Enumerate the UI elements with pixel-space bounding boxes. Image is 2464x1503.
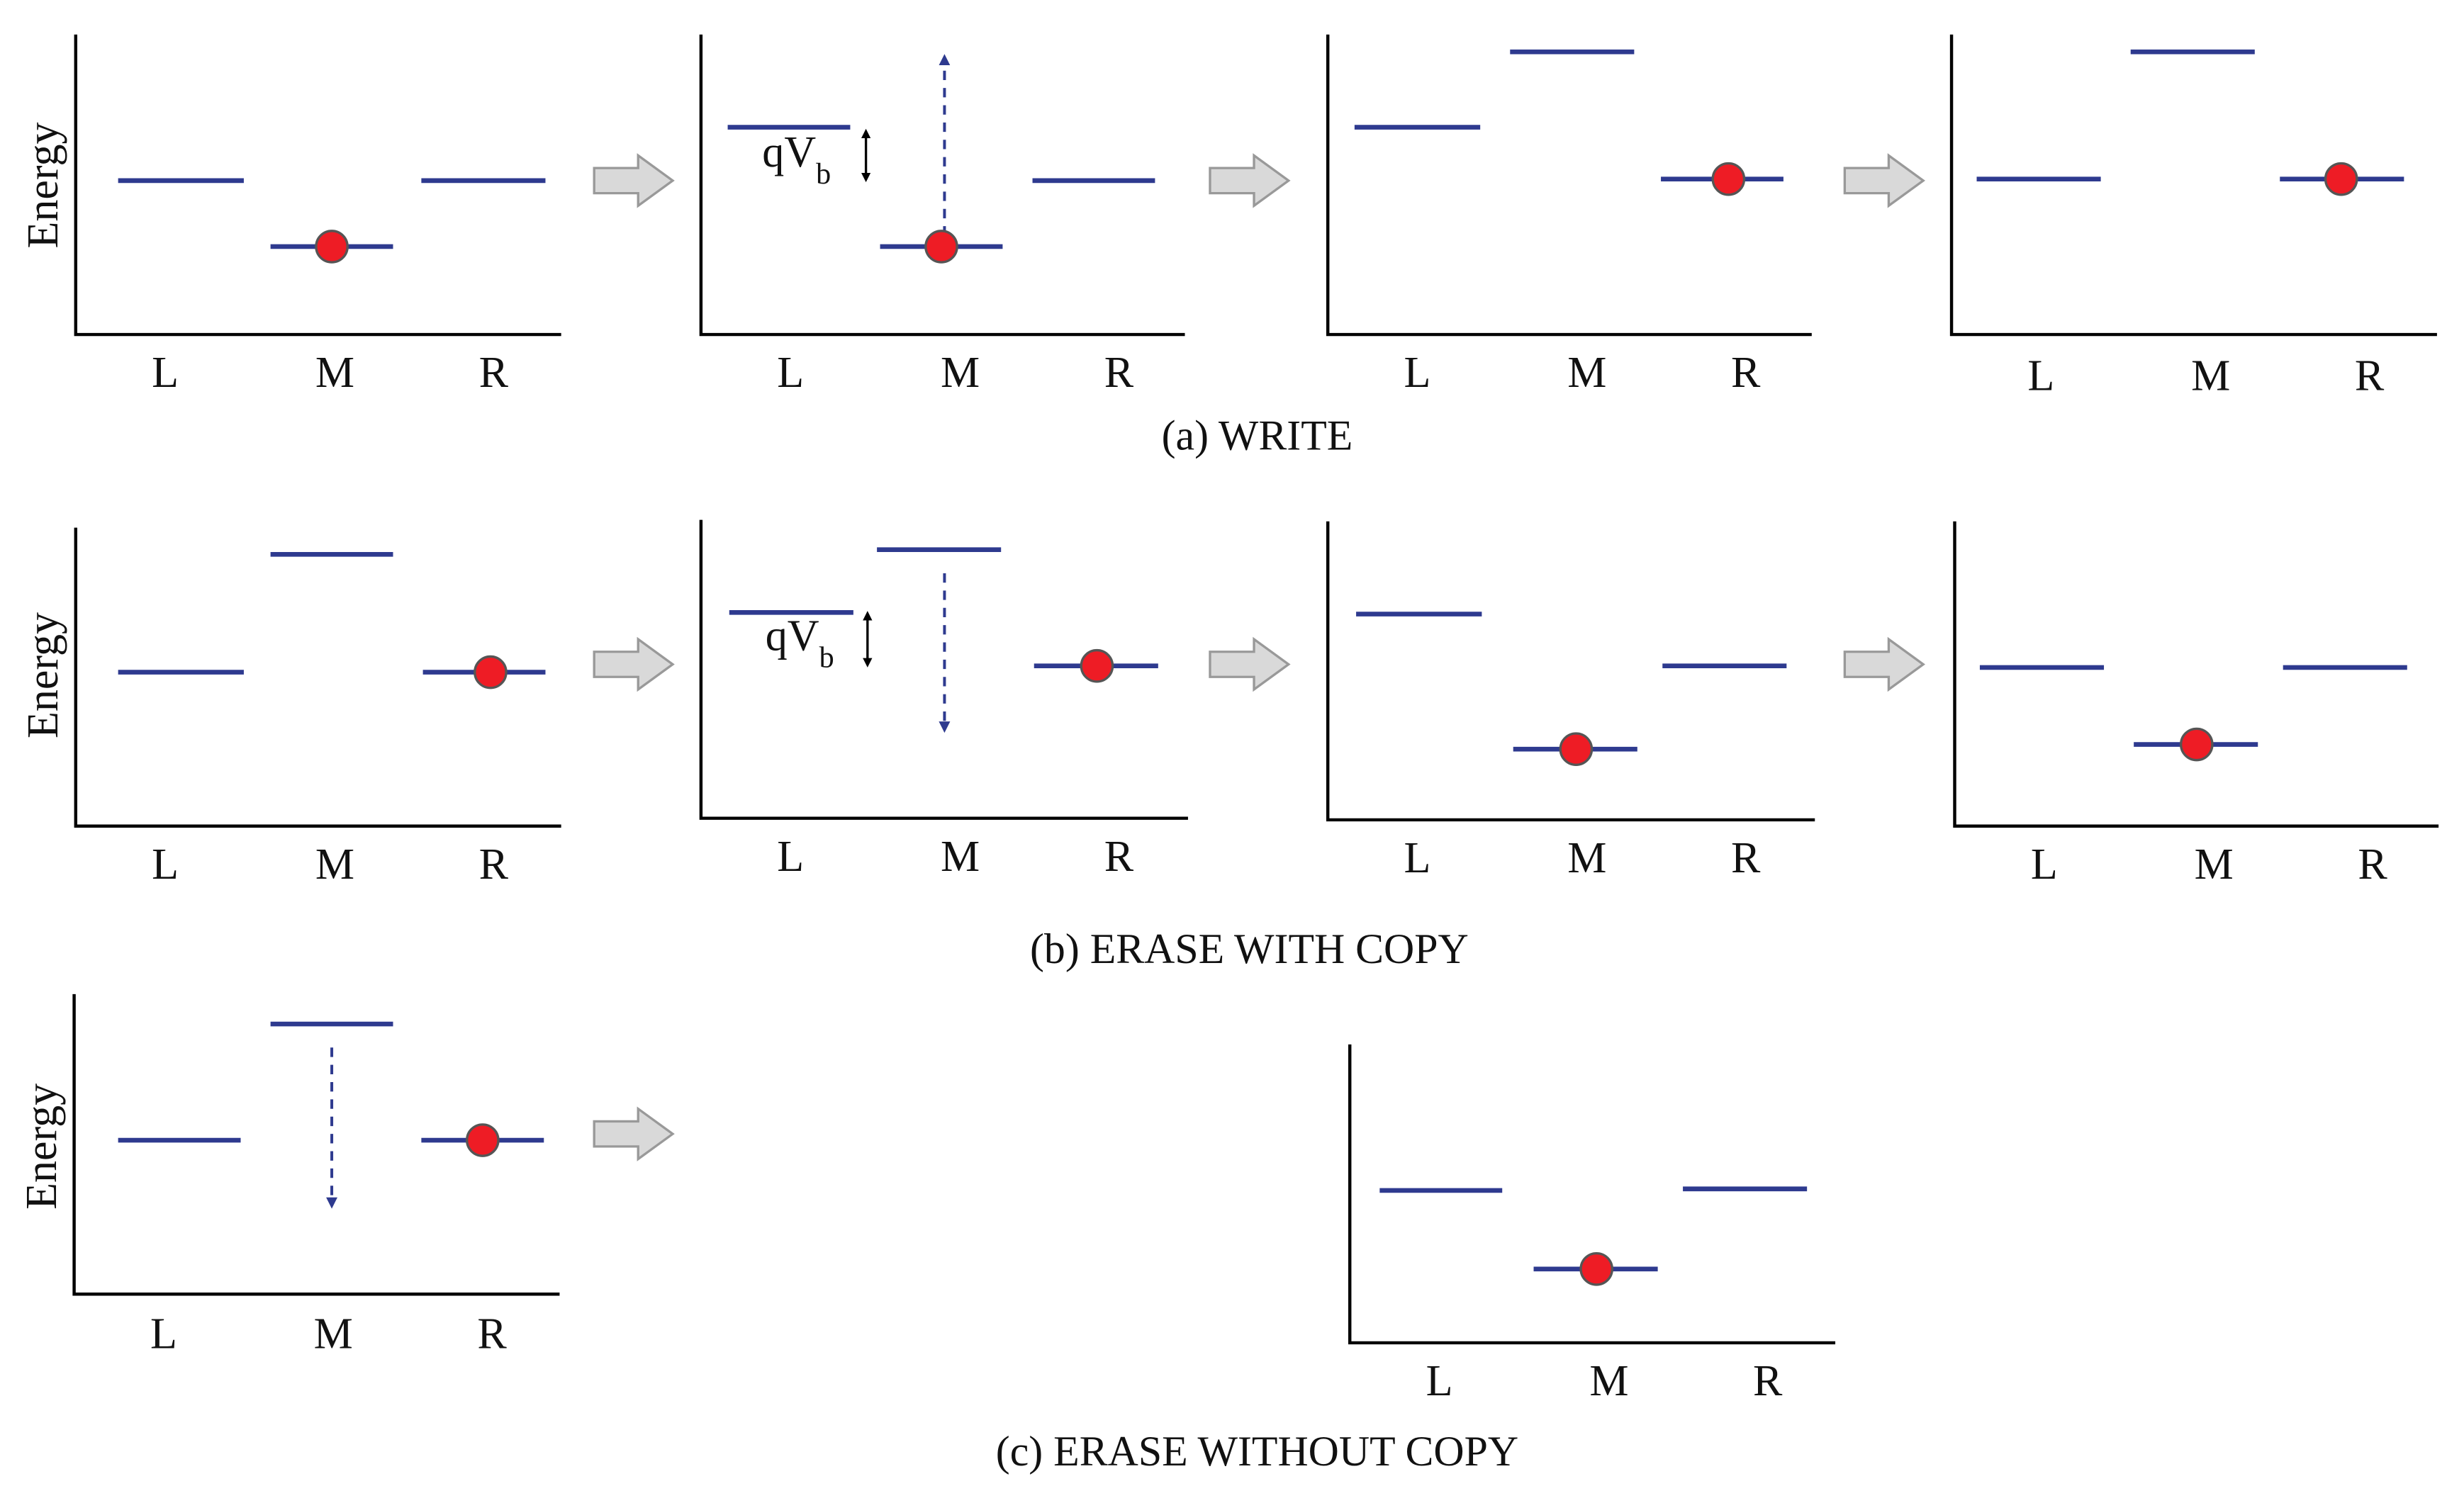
- x-label: L: [152, 349, 179, 397]
- x-label: M: [315, 349, 354, 397]
- energy-panel: Energy L M R: [19, 34, 561, 397]
- x-label: L: [2027, 352, 2054, 400]
- axes: [74, 34, 561, 337]
- x-label: R: [1104, 349, 1134, 397]
- electron: [1080, 648, 1114, 683]
- x-label: R: [1753, 1357, 1783, 1405]
- bias-label: qVb: [766, 612, 834, 675]
- x-label: M: [1589, 1357, 1628, 1405]
- x-label: R: [2355, 352, 2385, 400]
- x-label: L: [1404, 834, 1431, 882]
- axes: [1953, 521, 2439, 828]
- y-axis-label: Energy: [19, 122, 67, 248]
- electron: [1559, 732, 1594, 767]
- x-label: R: [479, 349, 509, 397]
- bias-label-main: qV: [766, 612, 819, 660]
- energy-panel: Energy L M R: [19, 527, 561, 889]
- electron: [2179, 727, 2214, 762]
- x-label: M: [1567, 834, 1606, 882]
- step-arrow: [1209, 636, 1291, 692]
- electron: [924, 230, 958, 264]
- x-label: R: [1104, 833, 1134, 881]
- x-label: M: [314, 1310, 353, 1358]
- caption: (c) ERASE WITHOUT COPY: [996, 1428, 1518, 1475]
- axes: [1949, 34, 2437, 337]
- x-label: R: [1731, 349, 1761, 397]
- x-label: L: [152, 840, 179, 889]
- electron: [465, 1123, 500, 1157]
- x-label: M: [1567, 349, 1606, 397]
- step-arrow: [1843, 153, 1925, 208]
- axes: [72, 993, 560, 1296]
- x-label: M: [2191, 352, 2230, 400]
- electron: [474, 655, 508, 689]
- bias-label: qVb: [762, 128, 831, 191]
- electron: [1579, 1251, 1614, 1286]
- x-label: R: [2358, 840, 2387, 889]
- x-label: M: [315, 840, 354, 889]
- step-arrow: [1209, 153, 1291, 208]
- bias-label-sub: b: [819, 641, 834, 674]
- step-arrow: [593, 1106, 675, 1161]
- step-arrow: [593, 153, 675, 208]
- x-label: M: [2195, 840, 2234, 889]
- axes: [1326, 34, 1812, 337]
- axes: [74, 527, 561, 828]
- x-label: M: [941, 833, 980, 881]
- x-label: L: [150, 1310, 177, 1358]
- bias-label-sub: b: [816, 157, 831, 190]
- x-label: L: [1426, 1357, 1453, 1405]
- axes: [1348, 1044, 1836, 1345]
- step-arrow: [593, 636, 675, 692]
- x-label: L: [777, 349, 804, 397]
- x-label: R: [479, 840, 509, 889]
- axes: [699, 34, 1185, 337]
- caption: (b) ERASE WITH COPY: [1030, 925, 1469, 972]
- bias-label-main: qV: [762, 128, 816, 176]
- axes: [699, 519, 1188, 820]
- caption: (a) WRITE: [1162, 412, 1353, 458]
- x-label: M: [941, 349, 980, 397]
- energy-panel: Energy L M R: [18, 993, 560, 1358]
- electron: [2324, 162, 2358, 196]
- x-label: R: [1731, 834, 1761, 882]
- x-label: L: [1404, 349, 1431, 397]
- x-label: R: [477, 1310, 507, 1358]
- electron: [315, 230, 349, 264]
- electron: [1711, 162, 1746, 196]
- axes: [1326, 521, 1815, 822]
- x-label: L: [2031, 840, 2058, 889]
- x-label: L: [777, 833, 804, 881]
- y-axis-label: Energy: [18, 1083, 66, 1210]
- y-axis-label: Energy: [19, 612, 67, 738]
- step-arrow: [1843, 636, 1925, 692]
